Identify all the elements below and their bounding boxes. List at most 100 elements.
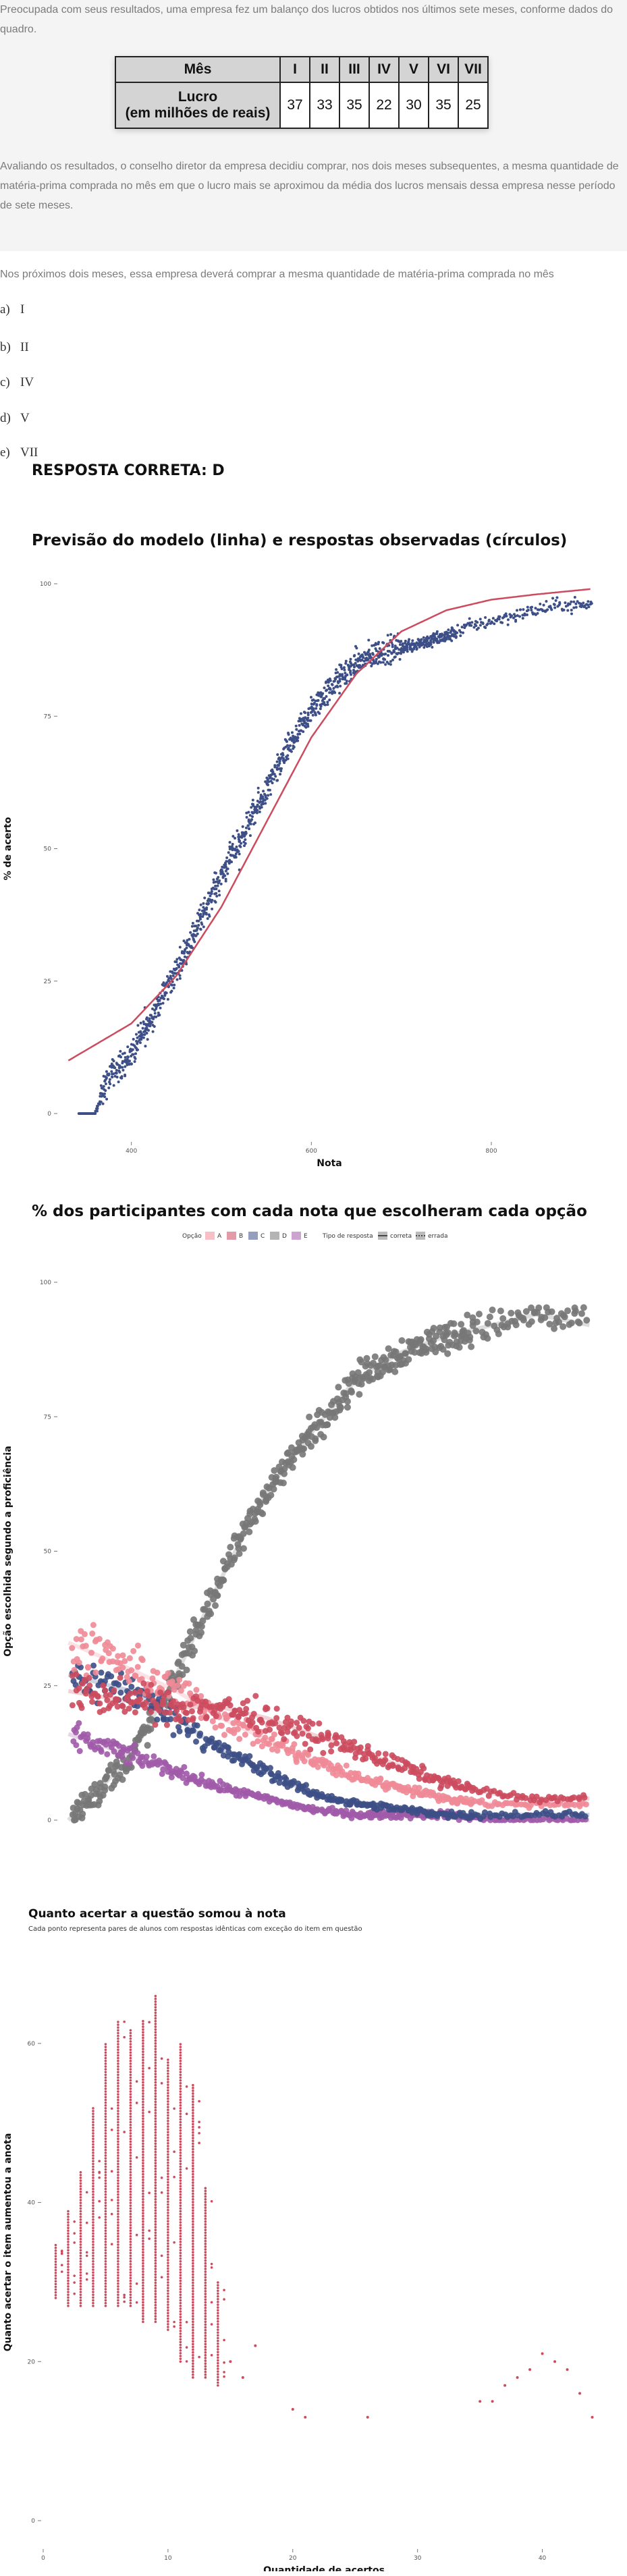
chart3-point	[104, 2221, 107, 2224]
chart2-point	[111, 1687, 117, 1694]
chart3-point	[204, 2192, 207, 2195]
chart3-point	[117, 2176, 119, 2179]
chart3-point	[117, 2140, 119, 2143]
chart3-point	[54, 2257, 57, 2261]
chart3-point	[217, 2367, 219, 2370]
chart1-observed-point	[99, 1100, 103, 1103]
chart3-xtick-label: 10	[164, 2555, 172, 2562]
chart3-point	[154, 2231, 157, 2235]
chart3-point	[123, 2296, 126, 2299]
chart2-point	[472, 1327, 480, 1335]
chart1-observed-point	[170, 989, 173, 993]
chart1-observed-point	[231, 854, 234, 857]
chart3-point	[204, 2239, 207, 2243]
chart3-point	[142, 2176, 144, 2178]
chart3-point	[142, 2103, 144, 2106]
chart3-point	[154, 2214, 157, 2218]
chart2-point	[190, 1727, 196, 1734]
chart1-observed-point	[121, 1062, 124, 1065]
chart2-point	[108, 1673, 115, 1680]
option-a[interactable]: a) I	[0, 302, 24, 317]
chart3-point	[192, 2181, 194, 2184]
chart3-point	[192, 2184, 194, 2187]
chart1-observed-point	[425, 641, 428, 645]
chart1-observed-point	[132, 1037, 135, 1041]
chart3-point	[179, 2330, 182, 2332]
chart3-point	[117, 2241, 119, 2243]
chart1-observed-point	[245, 816, 248, 819]
chart3-point	[179, 2054, 182, 2057]
chart3-point	[79, 2251, 82, 2255]
chart2-point	[236, 1736, 243, 1743]
chart3-point	[117, 2135, 119, 2137]
chart3-point	[92, 2145, 94, 2149]
chart3-point	[104, 2120, 107, 2124]
chart1-observed-point	[143, 1033, 146, 1037]
chart3-point	[179, 2355, 182, 2357]
chart1-observed-point	[225, 860, 228, 863]
chart3-point	[179, 2232, 182, 2235]
chart1-observed-point	[214, 884, 217, 887]
chart1-observed-point	[155, 1015, 158, 1018]
chart3-point	[154, 2315, 157, 2318]
chart1-observed-point	[315, 704, 319, 707]
chart1-observed-point	[259, 793, 263, 796]
chart3-point	[192, 2220, 194, 2223]
chart2-point	[560, 1323, 567, 1330]
chart3-point	[192, 2142, 194, 2145]
chart3-point	[117, 2168, 119, 2171]
chart3-point	[179, 2093, 182, 2096]
chart2-point	[354, 1369, 362, 1376]
chart1-observed-point	[387, 654, 390, 657]
chart3-point	[135, 2156, 138, 2159]
chart1-observed-point	[165, 975, 169, 978]
chart1-observed-point	[377, 640, 381, 644]
option-d[interactable]: d) V	[0, 411, 30, 426]
chart2-point	[90, 1662, 97, 1669]
chart3-point	[154, 2134, 157, 2137]
chart2-point	[463, 1795, 470, 1802]
chart3-point	[92, 2196, 94, 2199]
chart1-observed-point	[355, 647, 358, 650]
chart1-observed-point	[462, 631, 465, 634]
chart3-point	[117, 2031, 119, 2035]
chart1-observed-point	[287, 732, 290, 735]
chart3-point	[117, 2226, 119, 2230]
chart3-point	[92, 2221, 94, 2224]
chart3-point	[167, 2158, 169, 2162]
chart2-point	[351, 1738, 358, 1745]
profit-cell: 35	[428, 82, 459, 129]
profit-row-label: Lucro (em milhões de reais)	[115, 82, 281, 129]
option-b[interactable]: b) II	[0, 340, 29, 355]
chart3-point	[67, 2257, 70, 2260]
chart3-point	[192, 2198, 194, 2201]
chart3-point	[167, 2106, 169, 2108]
chart3-point	[192, 2276, 194, 2279]
chart3-point	[179, 2201, 182, 2204]
chart3-point	[154, 2273, 157, 2276]
chart3-title: Quanto acertar a questão somou à nota	[28, 1907, 286, 1921]
chart3-point	[129, 2162, 132, 2166]
chart3-point	[192, 2228, 194, 2232]
chart1-observed-point	[124, 1056, 127, 1059]
option-e[interactable]: e) VII	[0, 445, 38, 460]
chart3-point	[192, 2342, 194, 2346]
chart1-observed-point	[375, 649, 378, 653]
chart3-point	[167, 2281, 169, 2284]
chart2-point	[79, 1810, 86, 1817]
chart3-point	[192, 2083, 194, 2087]
option-c[interactable]: c) IV	[0, 375, 34, 390]
chart2-point	[98, 1749, 105, 1755]
chart3-point	[217, 2292, 219, 2295]
chart3-point	[123, 2035, 126, 2039]
chart1-observed-point	[252, 802, 255, 806]
chart3-point	[79, 2291, 82, 2293]
chart2-point	[333, 1772, 339, 1778]
chart1-observed-point	[389, 663, 392, 666]
chart3-point	[129, 2068, 132, 2071]
chart2-point	[391, 1368, 399, 1375]
chart3-point	[104, 2241, 107, 2243]
chart3-point	[104, 2268, 107, 2271]
chart1-observed-point	[273, 773, 276, 776]
chart3-point	[154, 2187, 157, 2190]
